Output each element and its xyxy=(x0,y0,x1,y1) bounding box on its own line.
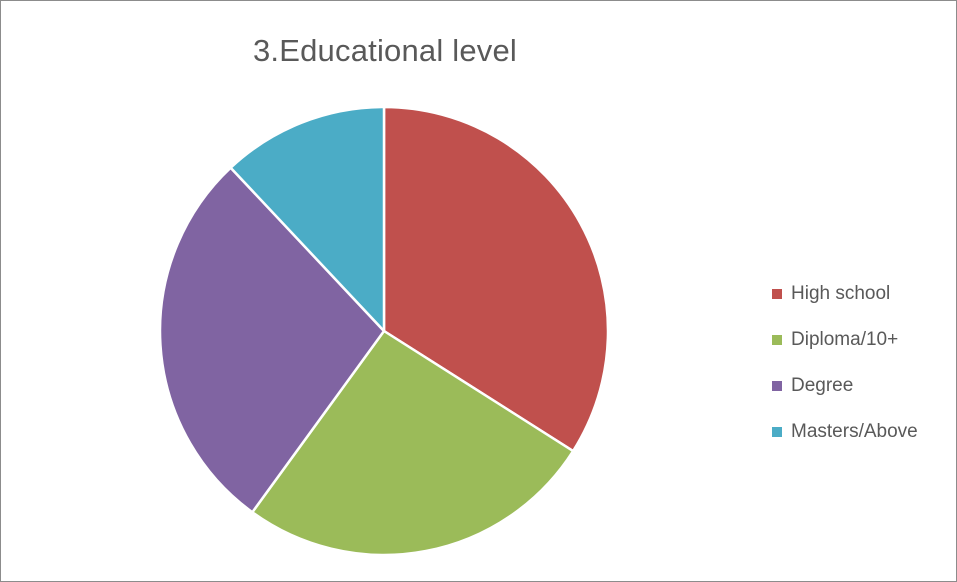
pie-slice-degree xyxy=(158,166,386,514)
legend-label-degree: Degree xyxy=(791,375,854,396)
legend-item-degree: Degree xyxy=(772,363,918,409)
pie-slice-masters xyxy=(229,105,386,333)
pie-slice-high-school xyxy=(382,105,610,453)
legend-item-high-school: High school xyxy=(772,271,918,317)
legend-swatch-diploma xyxy=(772,335,782,345)
chart-title: 3.Educational level xyxy=(252,33,518,68)
legend-swatch-masters xyxy=(772,427,782,437)
legend-item-masters: Masters/Above xyxy=(772,409,918,455)
legend-swatch-high-school xyxy=(772,289,782,299)
legend-label-diploma: Diploma/10+ xyxy=(791,329,899,350)
legend-label-masters: Masters/Above xyxy=(791,421,918,442)
chart-legend: High school Diploma/10+ Degree Masters/A… xyxy=(772,271,918,455)
legend-item-diploma: Diploma/10+ xyxy=(772,317,918,363)
pie-slice-diploma xyxy=(251,329,575,557)
legend-label-high-school: High school xyxy=(791,283,891,304)
legend-swatch-degree xyxy=(772,381,782,391)
